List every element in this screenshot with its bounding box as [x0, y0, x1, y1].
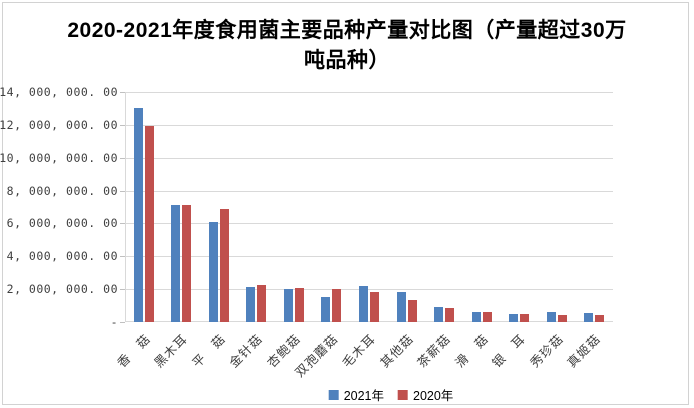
x-axis-baseline	[125, 321, 613, 322]
bar-2020年-双孢蘑菇	[332, 289, 341, 322]
y-axis-tick-label: -	[110, 315, 118, 329]
plot-area	[125, 92, 613, 322]
y-axis-tick	[120, 289, 125, 290]
y-axis-tick-label: 8, 000, 000. 00	[6, 184, 118, 198]
gridline	[125, 289, 613, 290]
legend-item-2020: 2020年	[398, 385, 453, 404]
x-axis-label: 黑木耳	[152, 331, 191, 371]
bar-2021年-其他菇	[397, 292, 406, 322]
bar-2021年-秀珍菇	[547, 312, 556, 322]
x-axis-label: 香 菇	[115, 331, 154, 371]
x-axis-label: 茶薪菇	[415, 331, 454, 371]
y-axis-tick-label: 2, 000, 000. 00	[6, 282, 118, 296]
y-axis-tick	[120, 158, 125, 159]
y-axis-tick	[120, 322, 125, 323]
y-axis-tick-label: 12, 000, 000. 00	[0, 118, 118, 132]
gridline	[125, 191, 613, 192]
bar-2020年-滑菇	[483, 312, 492, 322]
x-axis-label: 银 耳	[490, 331, 529, 371]
legend-label-2021: 2021年	[343, 389, 384, 403]
bar-2020年-真姬菇	[595, 315, 604, 322]
y-axis-tick-label: 4, 000, 000. 00	[6, 249, 118, 263]
y-axis-tick-label: 6, 000, 000. 00	[6, 216, 118, 230]
bar-2021年-茶薪菇	[434, 307, 443, 322]
gridline	[125, 125, 613, 126]
y-axis-tick	[120, 92, 125, 93]
bar-2021年-真姬菇	[584, 313, 593, 322]
x-axis-label: 平 菇	[190, 331, 229, 371]
bar-2020年-杏鲍菇	[295, 288, 304, 322]
bar-2021年-银耳	[509, 314, 518, 322]
bar-2021年-香菇	[134, 108, 143, 322]
y-axis-tick-label: 14, 000, 000. 00	[0, 85, 118, 99]
x-axis-label: 金针菇	[227, 331, 266, 371]
gridline	[125, 158, 613, 159]
bar-2021年-杏鲍菇	[284, 289, 293, 322]
y-axis-tick	[120, 125, 125, 126]
bar-2020年-银耳	[520, 314, 529, 322]
y-axis-line	[125, 92, 126, 322]
y-axis-tick	[120, 256, 125, 257]
legend-swatch-2021	[328, 389, 339, 400]
bar-2021年-毛木耳	[359, 286, 368, 322]
bar-2020年-黑木耳	[182, 205, 191, 322]
x-axis-label: 秀珍菇	[528, 331, 567, 371]
bar-2020年-平菇	[220, 209, 229, 322]
x-axis-label: 滑 菇	[453, 331, 492, 371]
bar-2021年-金针菇	[246, 287, 255, 322]
bar-2020年-毛木耳	[370, 292, 379, 322]
bar-2021年-双孢蘑菇	[321, 297, 330, 322]
legend-swatch-2020	[398, 389, 408, 400]
x-axis-label: 其他菇	[378, 331, 417, 371]
legend-item-2021: 2021年	[328, 385, 384, 404]
bar-2021年-黑木耳	[171, 205, 180, 322]
bar-2021年-滑菇	[472, 312, 481, 322]
x-axis-label: 毛木耳	[340, 331, 379, 371]
bar-2020年-其他菇	[408, 300, 417, 322]
gridline	[125, 223, 613, 224]
bar-2020年-金针菇	[257, 285, 266, 322]
bar-2020年-秀珍菇	[558, 315, 567, 322]
gridline	[125, 256, 613, 257]
bar-2020年-香菇	[145, 126, 154, 322]
legend: 2021年 2020年	[328, 385, 453, 404]
y-axis-tick	[120, 223, 125, 224]
gridline	[125, 92, 613, 93]
chart-title: 2020-2021年度食用菌主要品种产量对比图（产量超过30万吨品种）	[67, 19, 627, 73]
y-axis-tick-label: 10, 000, 000. 00	[0, 151, 118, 165]
x-axis-label: 真姬菇	[565, 331, 604, 371]
bar-2020年-茶薪菇	[445, 308, 454, 322]
legend-label-2020: 2020年	[413, 389, 454, 403]
y-axis-tick	[120, 191, 125, 192]
bar-2021年-平菇	[209, 222, 218, 322]
